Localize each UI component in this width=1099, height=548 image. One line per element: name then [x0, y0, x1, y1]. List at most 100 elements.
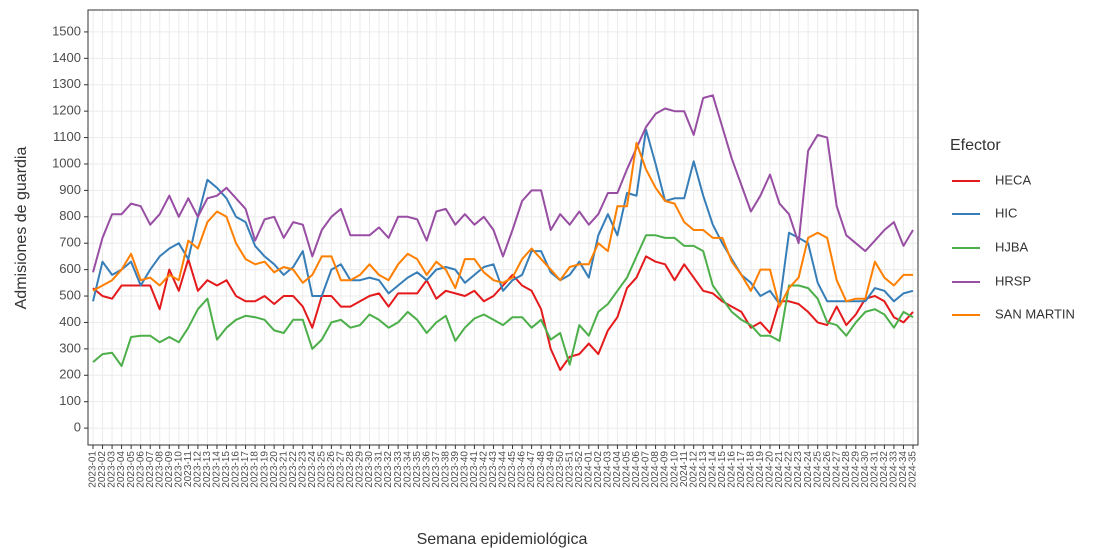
x-tick-label: 2024-30 — [860, 451, 871, 488]
x-tick-label: 2023-36 — [421, 451, 432, 488]
x-tick-label: 2023-42 — [479, 451, 490, 488]
x-tick-label: 2024-08 — [650, 451, 661, 488]
x-tick-label: 2024-20 — [765, 451, 776, 488]
x-tick-label: 2023-29 — [355, 451, 366, 488]
x-tick-label: 2023-16 — [231, 451, 242, 488]
x-tick-label: 2024-31 — [870, 451, 881, 488]
x-tick-label: 2023-33 — [393, 451, 404, 488]
y-tick-label: 0 — [74, 420, 81, 435]
legend: HECA HIC HJBA HRSP SAN MARTIN — [952, 172, 1075, 321]
legend-label: SAN MARTIN — [995, 306, 1075, 321]
x-tick-label: 2023-39 — [450, 451, 461, 488]
x-tick-label: 2023-06 — [135, 451, 146, 488]
x-tick-label: 2023-35 — [412, 451, 423, 488]
x-tick-label: 2023-19 — [259, 451, 270, 488]
x-tick-label: 2024-34 — [898, 451, 909, 488]
x-tick-label: 2024-32 — [879, 451, 890, 488]
y-tick-label: 100 — [59, 393, 81, 408]
y-tick-label: 1200 — [52, 103, 81, 118]
y-tick-label: 1000 — [52, 155, 81, 170]
x-tick-label: 2023-09 — [164, 451, 175, 488]
x-tick-label: 2024-09 — [660, 451, 671, 488]
x-tick-label: 2023-48 — [536, 451, 547, 488]
x-tick-label: 2023-32 — [383, 451, 394, 488]
x-tick-label: 2024-19 — [755, 451, 766, 488]
legend-label: HIC — [995, 205, 1017, 220]
x-tick-label: 2023-24 — [307, 451, 318, 488]
x-tick-label: 2024-04 — [612, 451, 623, 488]
x-tick-label: 2023-31 — [374, 451, 385, 488]
y-tick-label: 400 — [59, 314, 81, 329]
x-tick-label: 2024-23 — [793, 451, 804, 488]
x-tick-label: 2023-11 — [183, 451, 194, 487]
x-tick-label: 2023-27 — [336, 451, 347, 488]
series-line — [92, 255, 914, 371]
x-tick-label: 2023-25 — [316, 451, 327, 488]
x-tick-label: 2024-26 — [822, 451, 833, 488]
x-axis-title: Semana epidemiológica — [417, 531, 588, 548]
x-tick-label: 2024-03 — [603, 451, 614, 488]
x-tick-label: 2023-52 — [574, 451, 585, 488]
x-tick-label: 2024-10 — [669, 451, 680, 488]
x-tick-label: 2024-33 — [889, 451, 900, 488]
legend-title: Efector — [950, 137, 1001, 154]
x-tick-label: 2023-49 — [545, 451, 556, 488]
x-tick-label: 2024-07 — [641, 451, 652, 488]
y-tick-label: 700 — [59, 235, 81, 250]
x-tick-label: 2023-21 — [278, 451, 289, 488]
x-tick-label: 2023-14 — [212, 451, 223, 488]
x-tick-label: 2023-41 — [469, 451, 480, 488]
ticks: 0 100 200 300 400 500 600 700 800 900 1000 1100 1200… — [52, 23, 919, 487]
y-tick-label: 900 — [59, 182, 81, 197]
legend-label: HJBA — [995, 239, 1029, 254]
y-tick-label: 1100 — [53, 129, 81, 144]
x-tick-label: 2023-08 — [154, 451, 165, 488]
x-tick-label: 2023-17 — [240, 451, 251, 488]
x-tick-label: 2023-50 — [555, 451, 566, 488]
x-tick-label: 2024-16 — [726, 451, 737, 488]
x-tick-label: 2024-22 — [784, 451, 795, 488]
x-tick-label: 2024-06 — [631, 451, 642, 488]
x-tick-label: 2023-47 — [526, 451, 537, 488]
series-line — [92, 128, 914, 305]
x-tick-label: 2024-28 — [841, 451, 852, 488]
x-tick-label: 2024-14 — [707, 451, 718, 488]
x-tick-label: 2023-37 — [431, 451, 442, 488]
x-tick-label: 2023-43 — [488, 451, 499, 488]
x-tick-label: 2023-05 — [126, 451, 137, 488]
x-tick-label: 2024-17 — [736, 451, 747, 488]
y-tick-label: 1300 — [52, 76, 81, 91]
x-tick-label: 2024-29 — [850, 451, 861, 488]
series-line — [92, 94, 914, 273]
x-tick-label: 2023-38 — [440, 451, 451, 488]
x-tick-label: 2024-15 — [717, 451, 728, 488]
x-tick-label: 2023-13 — [202, 451, 213, 488]
x-tick-label: 2023-26 — [326, 451, 337, 488]
x-tick-label: 2024-02 — [593, 451, 604, 488]
x-tick-label: 2023-07 — [145, 451, 156, 488]
y-tick-label: 1400 — [52, 50, 81, 65]
y-tick-label: 200 — [59, 367, 81, 382]
x-tick-label: 2023-30 — [364, 451, 375, 488]
series-line — [92, 234, 914, 367]
x-tick-label: 2024-25 — [812, 451, 823, 488]
x-tick-label: 2023-22 — [288, 451, 299, 488]
x-tick-label: 2023-44 — [498, 451, 509, 488]
y-tick-label: 500 — [59, 287, 81, 302]
x-tick-label: 2024-13 — [698, 451, 709, 488]
lines — [92, 94, 914, 371]
x-tick-label: 2024-21 — [774, 451, 785, 488]
legend-label: HRSP — [995, 273, 1031, 288]
x-tick-label: 2023-03 — [107, 451, 118, 488]
y-tick-label: 300 — [59, 340, 81, 355]
x-tick-label: 2024-12 — [688, 451, 699, 488]
y-tick-label: 1500 — [52, 23, 81, 38]
series-line — [92, 141, 913, 308]
x-tick-label: 2024-01 — [583, 451, 594, 488]
x-tick-label: 2023-51 — [564, 451, 575, 488]
x-tick-label: 2024-18 — [746, 451, 757, 488]
x-tick-label: 2023-04 — [116, 451, 127, 488]
x-tick-label: 2023-45 — [507, 451, 518, 488]
